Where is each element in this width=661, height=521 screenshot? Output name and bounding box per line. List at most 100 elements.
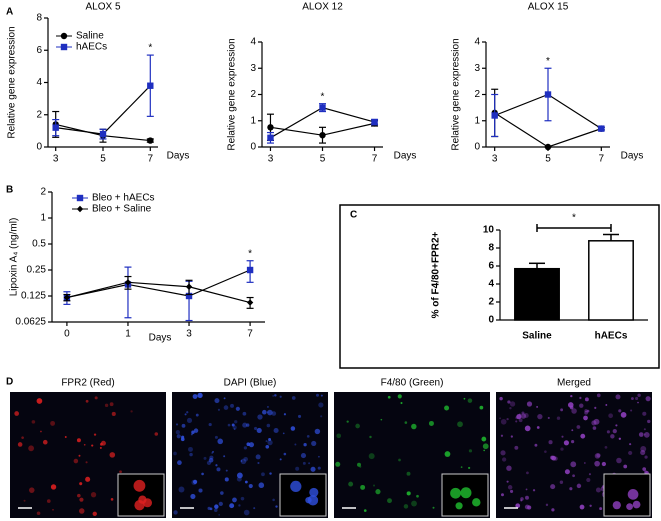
cell-spot — [243, 446, 248, 450]
cell-spot — [479, 405, 484, 410]
inset-cell — [143, 498, 153, 508]
cell-spot — [506, 417, 509, 421]
inset — [279, 473, 327, 517]
cell-spot — [85, 399, 89, 403]
cell-spot — [77, 493, 81, 498]
cell-spot — [83, 443, 86, 446]
cell-spot — [223, 397, 226, 400]
cell-spot — [628, 450, 633, 456]
cell-spot — [524, 504, 530, 510]
cell-spot — [594, 460, 600, 467]
y-axis-label: % of F4/80+FPR2+ — [431, 231, 442, 318]
cell-spot — [463, 397, 466, 400]
cell-spot — [230, 403, 234, 408]
cell-spot — [232, 497, 237, 503]
legend-label: Saline — [76, 31, 104, 42]
y-axis-label: Lipoxin A₄ (ng/ml) — [9, 218, 20, 297]
cell-spot — [536, 405, 539, 408]
y-tick-label: 1 — [474, 115, 480, 126]
cell-spot — [499, 417, 501, 420]
cell-spot — [584, 462, 586, 464]
cell-spot — [52, 508, 54, 511]
cell-spot — [398, 458, 401, 462]
inset-cell — [307, 495, 319, 506]
cell-spot — [215, 464, 218, 467]
point — [147, 82, 154, 89]
cell-spot — [481, 436, 487, 442]
cell-spot — [246, 442, 251, 447]
cell-spot — [564, 469, 570, 475]
cell-spot — [207, 506, 211, 510]
cell-spot — [572, 474, 575, 478]
cell-spot — [544, 450, 547, 453]
cell-spot — [257, 461, 260, 465]
cell-spot — [637, 401, 639, 404]
cell-spot — [310, 466, 316, 472]
annotation: * — [148, 43, 152, 54]
cell-spot — [428, 420, 434, 426]
y-tick-label: 4 — [474, 37, 480, 48]
point — [544, 91, 552, 98]
x-tick-label: 7 — [148, 154, 154, 165]
cell-spot — [515, 420, 518, 423]
cell-spot — [109, 402, 114, 407]
cell-spot — [483, 449, 486, 452]
annotation: * — [546, 56, 550, 67]
cell-spot — [363, 509, 367, 512]
cell-spot — [302, 461, 306, 465]
cell-spot — [272, 395, 275, 397]
cell-spot — [387, 498, 392, 504]
cell-spot — [514, 445, 519, 450]
x-tick-label: hAECs — [595, 331, 628, 342]
cell-spot — [272, 498, 275, 502]
y-tick-label: 2 — [488, 297, 494, 308]
inset-cell — [627, 489, 639, 500]
cell-spot — [369, 435, 372, 439]
cell-spot — [76, 438, 81, 443]
cell-spot — [335, 461, 341, 467]
cell-spot — [181, 435, 185, 439]
cell-spot — [36, 511, 41, 516]
cell-spot — [218, 501, 223, 507]
cell-spot — [586, 409, 590, 413]
cell-spot — [130, 410, 133, 413]
cell-spot — [586, 477, 591, 483]
cell-spot — [518, 413, 521, 416]
cell-spot — [314, 428, 321, 435]
y-tick-label: 0.125 — [21, 291, 46, 302]
cell-spot — [520, 413, 527, 419]
point — [185, 292, 193, 300]
cell-spot — [346, 420, 349, 423]
point — [267, 124, 274, 131]
cell-spot — [240, 460, 243, 462]
cell-spot — [547, 416, 550, 420]
cell-spot — [618, 409, 622, 413]
cell-spot — [243, 456, 248, 462]
cell-spot — [275, 505, 278, 508]
cell-spot — [620, 411, 627, 418]
cell-spot — [225, 469, 228, 472]
legend-label: hAECs — [76, 42, 107, 53]
cell-spot — [500, 418, 507, 425]
y-tick-label: 2 — [36, 109, 42, 120]
cell-spot — [368, 453, 375, 460]
cell-spot — [208, 422, 212, 427]
cell-spot — [320, 394, 323, 397]
series-line — [66, 281, 251, 304]
cell-spot — [551, 508, 555, 512]
cell-spot — [267, 439, 273, 446]
y-axis-label: Relative gene expression — [451, 38, 462, 150]
cell-spot — [246, 423, 250, 427]
y-tick-label: 0 — [488, 315, 494, 326]
inset — [441, 473, 489, 517]
cell-spot — [274, 394, 277, 397]
cell-spot — [211, 452, 214, 454]
error-bar — [603, 233, 619, 241]
cell-spot — [500, 493, 504, 497]
cell-spot — [216, 467, 221, 472]
cell-spot — [348, 481, 354, 487]
cell-spot — [532, 489, 536, 492]
y-tick-label: 0.5 — [32, 239, 46, 250]
cell-spot — [266, 405, 269, 408]
inset-cell — [472, 498, 481, 507]
